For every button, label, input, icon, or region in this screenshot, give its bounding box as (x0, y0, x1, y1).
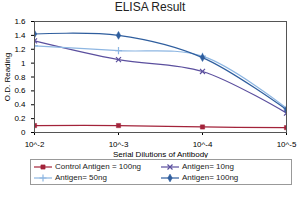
svg-text:0.2: 0.2 (14, 114, 26, 123)
svg-text:10^-3: 10^-3 (109, 140, 129, 149)
svg-text:0.4: 0.4 (14, 100, 26, 109)
html-text:Antigen= 100ng: Antigen= 100ng (182, 173, 239, 182)
svg-text:1.6: 1.6 (14, 17, 26, 26)
svg-text:1.4: 1.4 (14, 31, 26, 40)
svg-text:O.D. Reading: O.D. Reading (3, 53, 12, 101)
html-text:Antigen= 10ng: Antigen= 10ng (182, 162, 234, 171)
svg-text:0.8: 0.8 (14, 73, 26, 82)
svg-text:1: 1 (21, 59, 26, 68)
svg-text:1.2: 1.2 (14, 45, 26, 54)
svg-text:10^-2: 10^-2 (25, 140, 45, 149)
svg-text:Serial Dilutions of Antibody: Serial Dilutions of Antibody (113, 150, 208, 159)
html-text:Antigen= 50ng: Antigen= 50ng (55, 173, 107, 182)
svg-text:10^-5: 10^-5 (277, 140, 297, 149)
svg-text:10^-4: 10^-4 (193, 140, 213, 149)
html-text:ELISA Result: ELISA Result (114, 0, 186, 14)
svg-text:0: 0 (21, 128, 26, 137)
svg-text:0.6: 0.6 (14, 86, 26, 95)
html-text:Control Antigen = 100ng: Control Antigen = 100ng (55, 162, 142, 171)
